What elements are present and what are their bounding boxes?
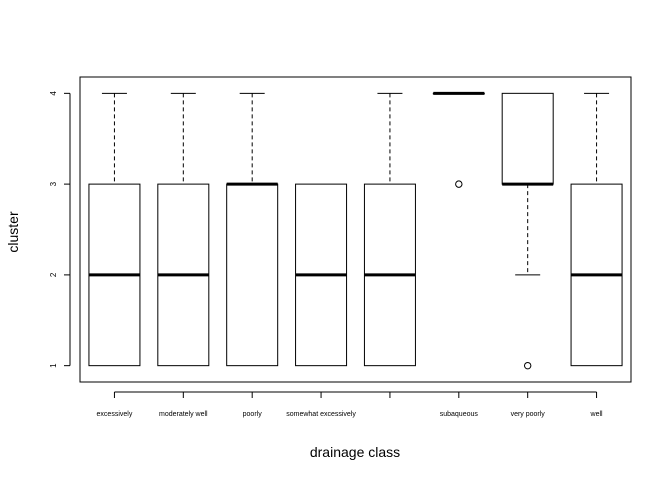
x-tick-label: well	[590, 411, 604, 418]
y-tick-label: 1	[49, 363, 58, 368]
y-tick-label: 3	[49, 181, 58, 186]
x-tick-label: moderately well	[159, 411, 208, 418]
box-group	[226, 92, 279, 367]
box-group	[501, 92, 554, 370]
y-axis: 1 2 3 4	[49, 91, 71, 368]
y-tick-label: 2	[49, 272, 58, 277]
y-tick-label: 4	[49, 91, 58, 96]
x-axis-label: drainage class	[310, 444, 400, 460]
box-group	[88, 92, 141, 367]
box-group	[363, 92, 416, 367]
y-axis-label: cluster	[5, 211, 21, 253]
x-tick-label: excessively	[97, 411, 133, 418]
outlier-point	[455, 180, 463, 188]
outlier-point	[523, 361, 532, 370]
box-group	[570, 92, 623, 367]
box-group	[295, 183, 348, 367]
x-tick-label: very poorly	[511, 411, 546, 418]
box-group	[432, 91, 485, 188]
x-axis: excessively moderately well poorly somewhat…	[97, 391, 604, 418]
plot-frame	[79, 76, 632, 383]
x-tick-label: somewhat excessively	[286, 411, 356, 418]
box	[501, 92, 554, 185]
chart-marks	[88, 91, 623, 370]
box	[226, 183, 279, 367]
box-group	[157, 92, 210, 367]
x-tick-label: poorly	[243, 411, 263, 418]
x-tick-label: subaqueous	[440, 411, 479, 418]
